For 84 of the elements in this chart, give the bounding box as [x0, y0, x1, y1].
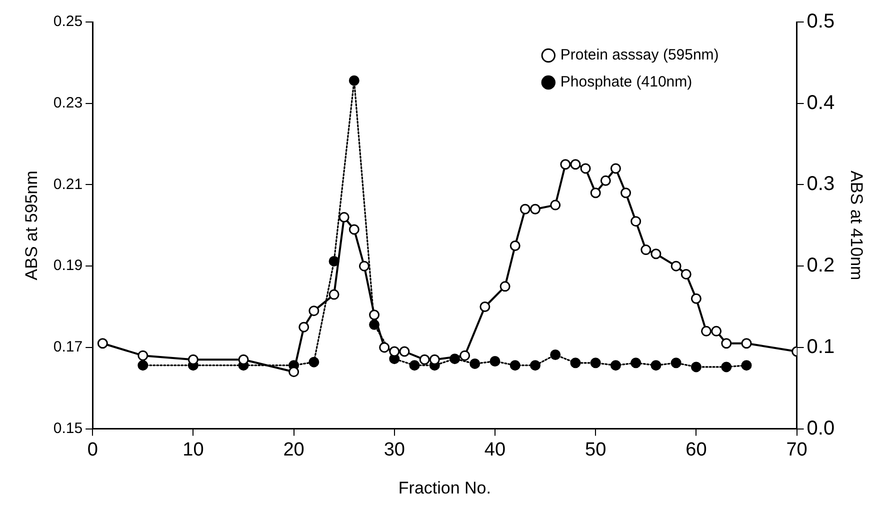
point — [711, 326, 722, 336]
point — [97, 338, 108, 349]
point — [348, 224, 360, 235]
point — [510, 240, 520, 251]
point — [138, 350, 148, 361]
point — [409, 360, 420, 371]
x-tick-label: 60 — [686, 439, 707, 460]
point — [580, 163, 591, 174]
point — [419, 354, 430, 365]
point — [600, 175, 611, 186]
point — [550, 200, 561, 210]
point — [490, 356, 500, 367]
point — [399, 346, 410, 357]
point — [721, 362, 732, 372]
legend-label: Protein asssay (595nm) — [560, 46, 719, 64]
point — [550, 350, 561, 360]
point — [650, 360, 662, 371]
y2-tick-label: 0.0 — [806, 417, 835, 440]
point — [288, 366, 300, 378]
point — [470, 358, 480, 369]
y2-tick-label: 0.5 — [806, 10, 835, 33]
point — [701, 326, 712, 336]
x-tick-label: 10 — [182, 439, 204, 460]
point — [298, 322, 310, 332]
point — [640, 244, 652, 256]
point — [379, 342, 390, 353]
point — [690, 293, 702, 304]
point — [620, 188, 632, 198]
point — [369, 310, 380, 320]
point — [500, 281, 510, 292]
x-axis-title: Fraction No. — [398, 478, 491, 498]
x-tick-label: 0 — [87, 439, 98, 460]
point — [530, 360, 540, 371]
point — [348, 75, 360, 86]
point — [630, 216, 642, 227]
point — [338, 212, 350, 223]
point — [680, 268, 692, 280]
point — [741, 338, 752, 349]
point — [610, 360, 621, 371]
point — [650, 248, 662, 260]
point — [630, 358, 642, 368]
point — [670, 358, 682, 368]
point — [358, 260, 370, 272]
y-tick-label: 0.25 — [53, 13, 83, 30]
point — [590, 358, 601, 368]
x-tick-label: 50 — [585, 439, 606, 460]
point — [308, 356, 320, 368]
point — [690, 362, 702, 372]
x-tick-label: 20 — [283, 439, 304, 460]
point — [429, 354, 440, 365]
point — [188, 354, 198, 365]
point — [570, 159, 581, 170]
y2-tick-label: 0.1 — [806, 336, 835, 358]
x-tick-label: 70 — [786, 439, 808, 460]
y-tick-label: 0.15 — [53, 420, 83, 437]
point — [670, 260, 682, 272]
x-tick-label: 30 — [384, 439, 405, 460]
point — [741, 360, 752, 371]
point — [460, 350, 470, 361]
point — [721, 338, 732, 349]
y2-tick-label: 0.4 — [806, 92, 835, 114]
y-axis-title: ABS at 595nm — [22, 170, 41, 280]
y2-axis-title: ABS at 410nm — [847, 170, 866, 280]
y-tick-label: 0.23 — [53, 94, 83, 112]
point — [530, 204, 540, 214]
point — [570, 358, 581, 368]
point — [590, 188, 601, 198]
point — [480, 302, 490, 312]
point — [610, 163, 621, 174]
legend-label: Phosphate (410nm) — [560, 74, 692, 91]
point — [510, 360, 520, 371]
y-tick-label: 0.19 — [53, 257, 83, 274]
point — [389, 346, 400, 357]
point — [520, 204, 530, 214]
y2-tick-label: 0.2 — [806, 254, 835, 277]
point — [328, 289, 340, 300]
y-tick-label: 0.21 — [53, 176, 83, 193]
y2-tick-label: 0.3 — [806, 173, 835, 196]
point — [308, 306, 320, 316]
point — [560, 159, 571, 170]
point — [138, 360, 148, 371]
point — [238, 354, 249, 365]
y-tick-label: 0.17 — [53, 338, 83, 356]
x-tick-label: 40 — [484, 439, 506, 460]
